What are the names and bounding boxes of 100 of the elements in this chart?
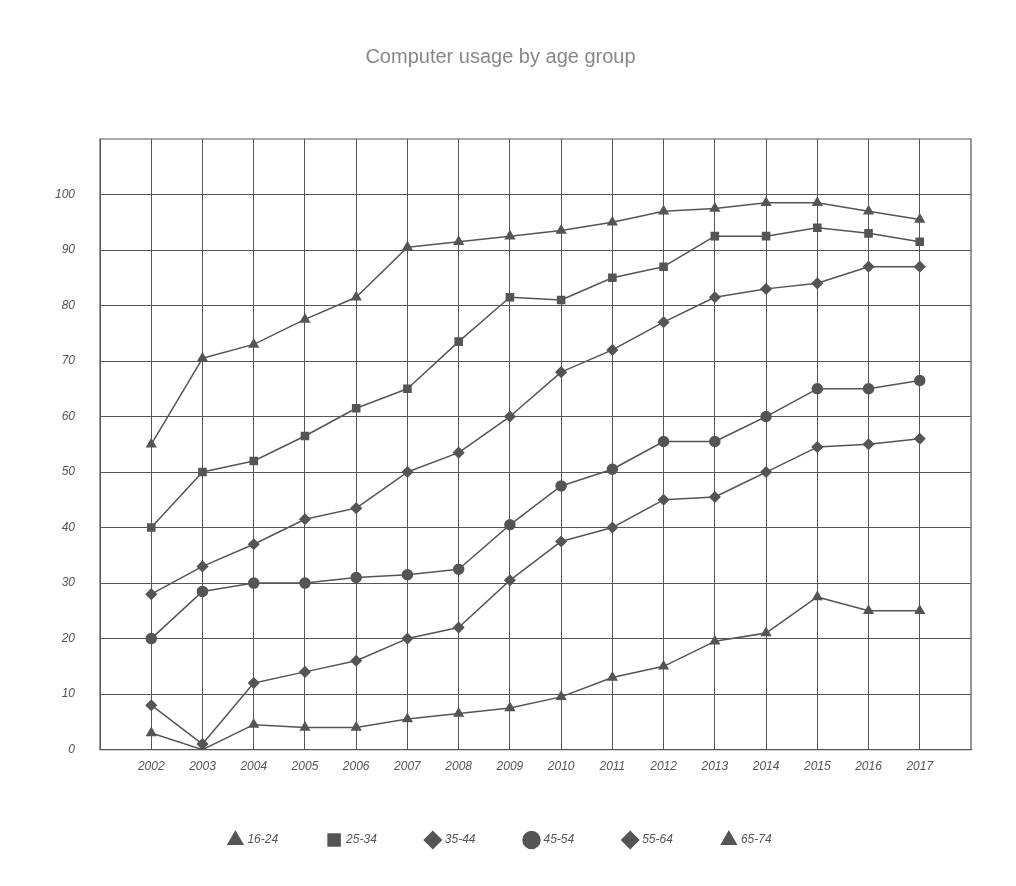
x-tick-label: 2002 (136, 759, 165, 774)
point (299, 721, 311, 731)
point (350, 502, 362, 514)
point (555, 535, 567, 548)
point (196, 585, 209, 598)
y-tick-label: 0 (68, 741, 76, 756)
point (709, 491, 721, 503)
point (658, 205, 669, 215)
point (299, 666, 311, 678)
point (606, 521, 619, 534)
point (914, 213, 925, 223)
point (300, 431, 310, 441)
point (198, 467, 207, 477)
point (504, 410, 516, 423)
point (864, 229, 873, 238)
point (863, 205, 874, 215)
legend-label: 65-74 (740, 832, 772, 847)
point (249, 456, 259, 466)
point (760, 197, 772, 207)
point (862, 383, 875, 395)
point (248, 718, 259, 728)
y-tick-label: 40 (61, 519, 76, 534)
y-tick-label: 50 (61, 464, 76, 479)
point (709, 202, 720, 212)
legend-label: 35-44 (444, 832, 476, 847)
x-tick-label: 2015 (802, 759, 831, 774)
point (247, 577, 260, 589)
point (504, 230, 515, 240)
point (760, 466, 772, 478)
y-tick-label: 10 (61, 686, 76, 701)
legend-label: 55-64 (642, 832, 674, 847)
point (606, 344, 619, 356)
point (710, 231, 720, 241)
point (145, 699, 158, 711)
point (146, 438, 157, 448)
y-tick-label: 30 (61, 575, 76, 590)
point (453, 235, 464, 245)
point (453, 707, 464, 717)
point (196, 560, 209, 573)
y-tick-label: 90 (61, 242, 76, 257)
point (608, 273, 617, 283)
legend-label: 16-24 (247, 832, 279, 847)
point (452, 621, 465, 634)
y-tick-label: 60 (61, 408, 76, 423)
x-tick-label: 2010 (546, 759, 575, 774)
x-tick-label: 2003 (188, 759, 217, 774)
legend-label: 45-54 (543, 832, 575, 847)
point (915, 237, 925, 246)
x-tick-label: 2004 (239, 759, 268, 774)
x-tick-label: 2008 (444, 759, 473, 774)
point (504, 702, 515, 712)
y-tick-label: 100 (54, 186, 76, 201)
x-tick-label: 2007 (393, 759, 423, 774)
point (555, 366, 567, 378)
point (247, 677, 260, 689)
point (351, 403, 361, 413)
x-tick-label: 2014 (751, 759, 780, 774)
point (914, 433, 926, 445)
x-tick-label: 2016 (854, 759, 883, 774)
point (709, 435, 721, 448)
x-tick-label: 2006 (341, 759, 370, 774)
chart-title: Computer usage by age group (365, 44, 636, 67)
point (350, 571, 362, 584)
point (146, 727, 157, 737)
point (351, 721, 362, 731)
point (760, 410, 772, 423)
point (402, 713, 413, 723)
point (813, 223, 822, 233)
point (811, 277, 824, 290)
legend-label: 25-34 (345, 832, 378, 847)
point (709, 635, 720, 645)
point (556, 691, 567, 701)
y-tick-label: 70 (61, 353, 76, 368)
point (504, 519, 516, 531)
point (657, 316, 670, 328)
point (504, 574, 516, 587)
point (197, 352, 208, 362)
point (607, 216, 618, 226)
x-tick-label: 2005 (290, 759, 319, 774)
x-tick-label: 2013 (700, 759, 729, 774)
point (403, 384, 412, 394)
point (914, 260, 926, 273)
x-tick-label: 2017 (905, 759, 935, 774)
x-tick-label: 2012 (649, 759, 678, 774)
y-tick-label: 20 (60, 630, 76, 645)
x-tick-label: 2009 (495, 759, 524, 774)
point (350, 655, 362, 667)
point (299, 313, 311, 323)
point (556, 224, 567, 234)
point (811, 383, 824, 395)
point (914, 374, 926, 387)
point (658, 660, 669, 670)
point (402, 241, 413, 251)
point (659, 262, 668, 271)
point (863, 605, 874, 615)
x-tick-label: 2011 (598, 759, 626, 774)
point (299, 577, 311, 589)
point (401, 632, 414, 645)
point (760, 283, 772, 295)
point (811, 441, 824, 453)
